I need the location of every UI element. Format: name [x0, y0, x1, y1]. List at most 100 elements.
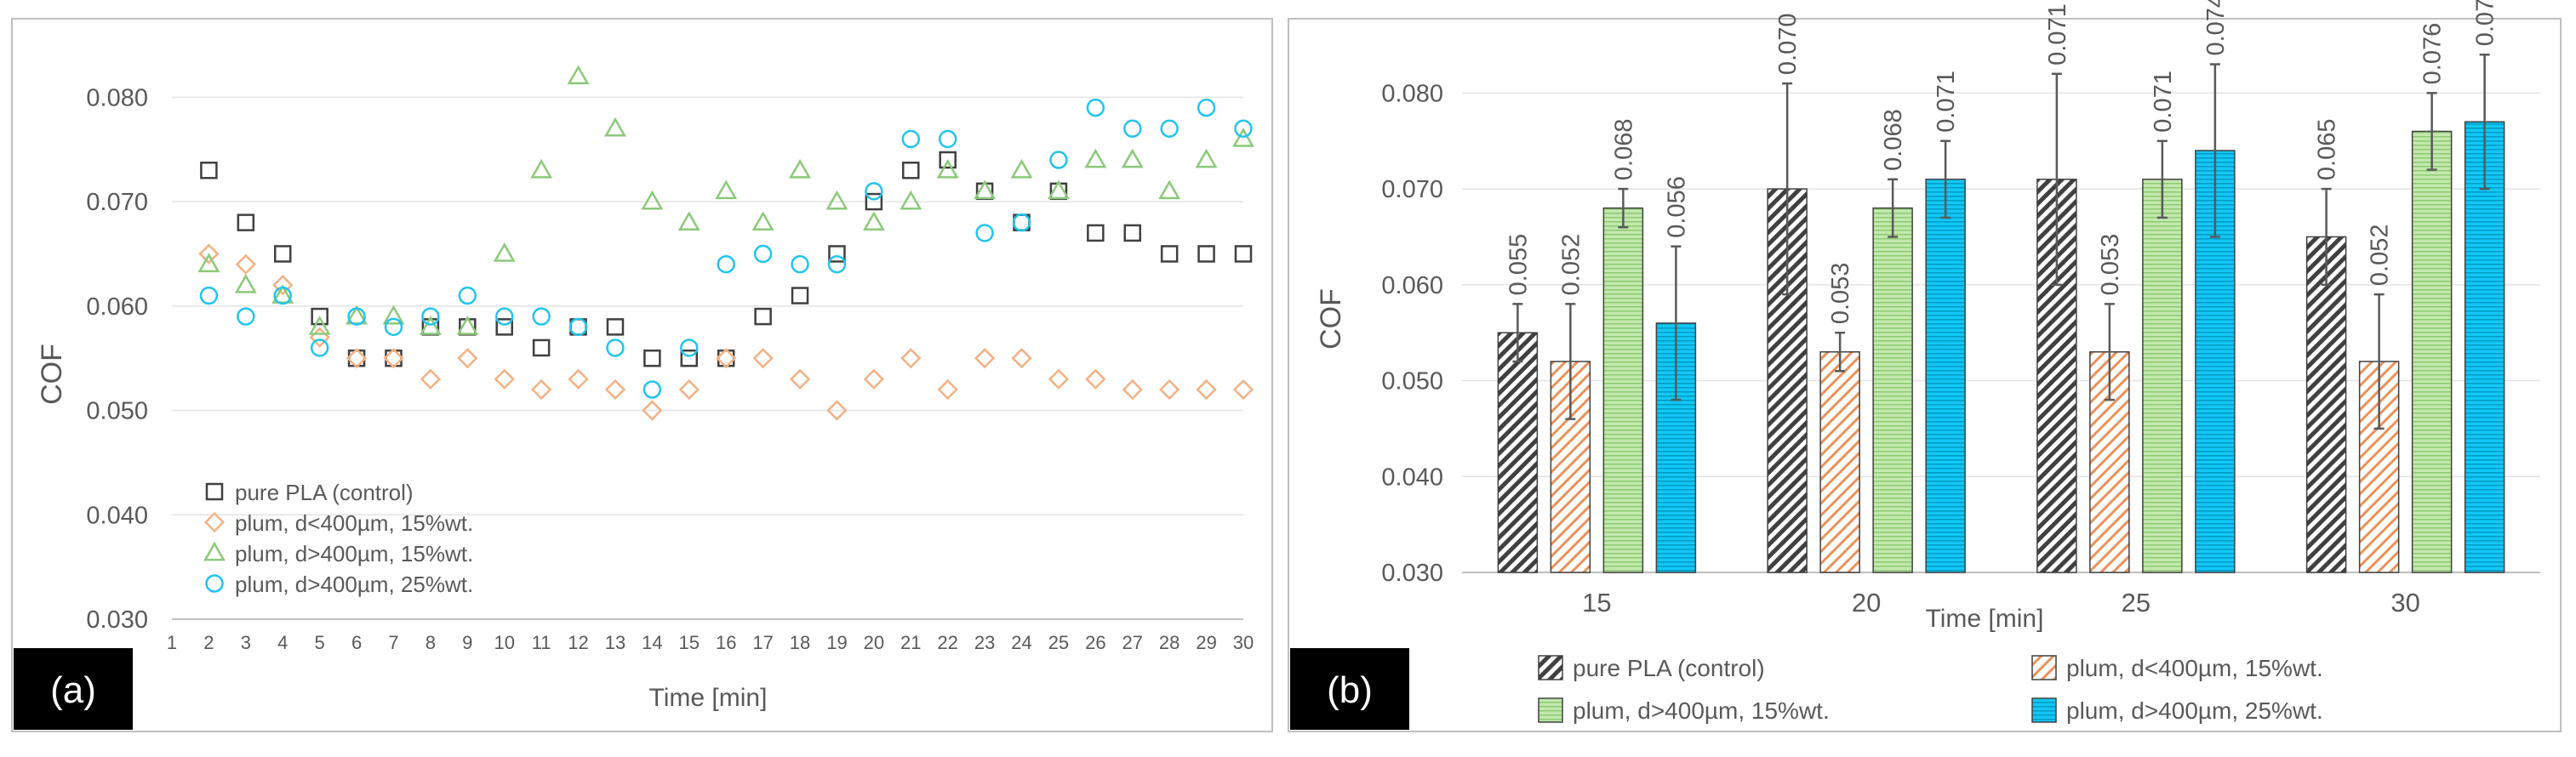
panel-a-point: [604, 117, 626, 137]
panel-b-y-tick-label: 0.050: [1381, 368, 1443, 396]
panel-a-point: [901, 129, 920, 149]
panel-a-point: [1049, 151, 1068, 169]
panel-a-point: [200, 162, 218, 179]
panel-a-legend-label: plum, d>400µm, 15%wt.: [235, 541, 473, 566]
panel-a-point: [715, 179, 738, 200]
panel-a-point: [791, 287, 809, 305]
panel-a-point: [346, 348, 368, 369]
panel-a-point: [495, 318, 513, 336]
panel-a-point: [680, 349, 699, 367]
panel-a-point: [1047, 179, 1070, 200]
panel-a-y-tick-label: 0.030: [86, 606, 148, 634]
panel-a-point: [1010, 158, 1033, 179]
panel-a-point: [975, 224, 994, 242]
panel-b-bar: [2142, 179, 2183, 573]
panel-a-point: [1011, 348, 1032, 369]
panel-a-point: [1012, 213, 1031, 232]
panel-a-y-tick-label: 0.070: [86, 189, 148, 216]
panel-a-label-box: [14, 648, 133, 730]
panel-b-data-label: 0.052: [2367, 225, 2394, 287]
panel-a-series-2: [198, 243, 1254, 421]
panel-a-point: [1086, 98, 1105, 117]
panel-a-point: [530, 158, 553, 179]
panel-a-point: [272, 275, 294, 296]
panel-b-data-label: 0.053: [2097, 234, 2124, 296]
panel-a-point: [716, 348, 737, 369]
panel-b-x-ticks: 15 20 25 30: [1582, 588, 2420, 618]
panel-a-y-ticks: 0.030 0.040 0.050 0.060 0.070 0.080: [86, 84, 148, 634]
panel-a-x-tick-label: 10: [494, 632, 514, 653]
panel-b-bar: [1819, 350, 1860, 573]
panel-a-point: [791, 255, 809, 274]
panel-b-data-label: 0.076: [2419, 23, 2447, 85]
panel-a-point: [1160, 119, 1179, 138]
panel-a-point: [751, 211, 774, 231]
panel-a-point: [900, 190, 922, 210]
panel-a-legend-marker: [203, 511, 226, 533]
panel-b-legend-swatch: [2031, 697, 2057, 723]
panel-a-point: [862, 211, 885, 231]
panel-a-series-3: [197, 65, 1254, 335]
panel-a-markers: [197, 65, 1254, 421]
panel-b-x-tick-label: 25: [2122, 588, 2150, 618]
panel-a-x-tick-label: 7: [388, 632, 398, 653]
panel-a-point: [273, 286, 292, 305]
panel-a-point: [828, 245, 846, 263]
panel-b-bar: [2464, 121, 2505, 573]
panel-a-point: [865, 192, 883, 211]
panel-b-data-label: 0.052: [1557, 234, 1585, 296]
panel-b-bar: [1872, 207, 1913, 573]
panel-b-data-label: 0.074: [2202, 0, 2230, 56]
panel-a-point: [567, 65, 590, 85]
panel-a-point: [1232, 378, 1254, 401]
panel-a-point: [1195, 148, 1218, 168]
panel-a-y-label: COF: [36, 344, 68, 405]
panel-b-bar: [1497, 332, 1539, 573]
panel-a-x-tick-label: 17: [752, 632, 773, 653]
panel-a-point: [1234, 119, 1253, 138]
panel-a-legend: pure PLA (control) plum, d<400µm, 15%wt. p…: [203, 480, 473, 597]
panel-a-point: [234, 273, 257, 293]
panel-a-x-tick-label: 23: [974, 632, 995, 653]
panel-a-point: [1085, 368, 1106, 390]
panel-a-point: [936, 158, 959, 179]
panel-a-point: [1159, 378, 1180, 401]
panel-a-x-tick-label: 22: [937, 632, 957, 653]
panel-a-point: [1087, 224, 1105, 242]
panel-b-bar: [2411, 130, 2453, 573]
panel-b-data-label: 0.053: [1827, 263, 1854, 325]
panel-a-point: [754, 307, 772, 326]
panel-a-point: [310, 339, 329, 357]
panel-b-legend: pure PLA (control) plum, d<400µm, 15%wt. p…: [1538, 655, 2323, 724]
panel-a-point: [198, 243, 220, 265]
panel-a-point: [680, 339, 699, 357]
panel-a-point: [1123, 119, 1142, 138]
panel-a-frame: [11, 18, 1273, 732]
panel-a-x-tick-label: 8: [426, 632, 436, 653]
panel-a-point: [493, 242, 516, 262]
panel-a-point: [677, 211, 700, 231]
panel-a-point: [753, 244, 773, 264]
panel-a-point: [826, 400, 848, 421]
panel-b-y-tick-label: 0.080: [1381, 80, 1443, 107]
panel-a-point: [939, 151, 957, 169]
panel-a-point: [457, 348, 478, 369]
panel-a-point: [827, 255, 847, 274]
panel-a-y-tick-label: 0.040: [86, 502, 148, 529]
panel-a-point: [974, 348, 996, 369]
panel-a-point: [237, 307, 255, 326]
panel-a-x-tick-label: 6: [351, 632, 362, 653]
panel-a-point: [678, 378, 700, 401]
panel-b-x-label: Time [min]: [1926, 605, 2044, 633]
panel-b-bar: [2305, 236, 2347, 573]
panel-a-point: [568, 368, 589, 390]
panel-a-x-tick-label: 4: [277, 632, 288, 653]
panel-a-point: [347, 307, 366, 326]
panel-a-point: [789, 368, 811, 390]
panel-a-point: [1123, 224, 1142, 242]
panel-a-point: [1196, 378, 1217, 401]
panel-a-point: [1122, 378, 1143, 401]
panel-a-point: [382, 305, 405, 325]
panel-a-point: [199, 286, 219, 305]
panel-a-x-tick-label: 18: [790, 632, 810, 653]
